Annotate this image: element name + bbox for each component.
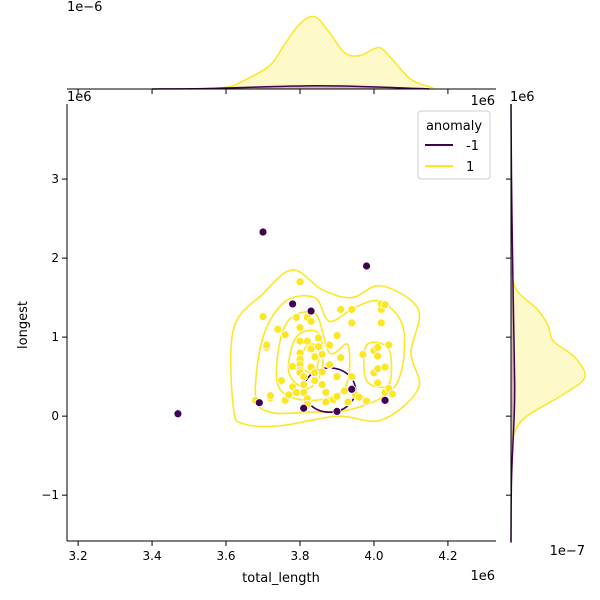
point-1-45 bbox=[332, 391, 342, 401]
point-1-34 bbox=[310, 376, 320, 385]
point-1-37 bbox=[317, 350, 327, 359]
point-1-36 bbox=[314, 342, 323, 352]
point-neg1-2 bbox=[258, 227, 268, 237]
x-axis-label: total_length bbox=[242, 571, 320, 586]
point-neg1-1 bbox=[254, 398, 264, 408]
point-1-10 bbox=[288, 361, 297, 371]
point-1-70 bbox=[380, 300, 390, 310]
point-neg1-5 bbox=[362, 261, 371, 271]
point-1-22 bbox=[299, 372, 309, 382]
right-marginal-kde bbox=[510, 103, 586, 543]
point-neg1-0 bbox=[173, 409, 183, 419]
x-tick-label-4: 4.0 bbox=[364, 549, 383, 563]
point-1-68 bbox=[380, 362, 390, 372]
point-1-38 bbox=[317, 367, 327, 377]
y-axis-label: longest bbox=[16, 301, 31, 349]
top-marginal-1-line bbox=[189, 15, 434, 90]
point-1-41 bbox=[321, 397, 331, 407]
point-1-5 bbox=[273, 324, 283, 334]
legend: anomaly -1 1 bbox=[417, 110, 491, 180]
y-tick-label-3: 2 bbox=[51, 251, 59, 265]
point-1-53 bbox=[347, 318, 357, 328]
point-1-48 bbox=[336, 353, 346, 363]
point-1-40 bbox=[321, 388, 331, 397]
point-1-7 bbox=[280, 330, 290, 340]
top-marginal-x-multiplier: 1e6 bbox=[470, 94, 495, 109]
point-1-6 bbox=[277, 376, 286, 385]
point-1-13 bbox=[291, 312, 301, 322]
point-1-52 bbox=[347, 305, 357, 314]
legend-title: anomaly bbox=[426, 119, 482, 134]
point-1-61 bbox=[373, 378, 383, 388]
point-1-43 bbox=[325, 360, 334, 370]
top-marginal-multiplier: 1e−6 bbox=[67, 0, 102, 15]
point-1-56 bbox=[358, 350, 368, 359]
point-1-33 bbox=[310, 368, 320, 378]
point-1-0 bbox=[258, 312, 268, 321]
point-neg1-8 bbox=[347, 384, 357, 394]
point-1-50 bbox=[339, 386, 349, 396]
x-tick-label-5: 4.2 bbox=[438, 549, 457, 563]
point-1-51 bbox=[343, 397, 353, 407]
point-1-73 bbox=[266, 391, 275, 400]
legend-frame bbox=[417, 110, 491, 180]
point-1-9 bbox=[284, 390, 294, 400]
point-1-23 bbox=[299, 380, 309, 389]
point-1-49 bbox=[336, 305, 346, 314]
axes: 3.2 3.4 3.6 3.8 4.0 4.2 −1 0 1 2 3 bbox=[41, 89, 511, 563]
point-1-57 bbox=[362, 396, 371, 406]
y-tick-label-0: −1 bbox=[41, 488, 59, 502]
legend-label-neg1: -1 bbox=[466, 139, 479, 154]
point-1-72 bbox=[388, 389, 397, 399]
top-marginal-kde bbox=[67, 15, 496, 90]
kde-contour-1-level-3 bbox=[287, 329, 324, 390]
kde-contour-1-level-0 bbox=[229, 269, 421, 428]
x-tick-label-1: 3.4 bbox=[143, 549, 162, 563]
y-axis-multiplier: 1e6 bbox=[67, 90, 92, 105]
point-1-60 bbox=[373, 364, 383, 374]
point-1-28 bbox=[302, 336, 312, 346]
point-1-30 bbox=[306, 316, 316, 326]
point-1-74 bbox=[347, 372, 357, 382]
point-1-16 bbox=[295, 336, 305, 346]
point-1-32 bbox=[310, 352, 320, 362]
point-neg1-9 bbox=[380, 395, 390, 405]
point-1-47 bbox=[332, 372, 342, 382]
point-1-35 bbox=[314, 333, 323, 343]
y-tick-label-2: 1 bbox=[51, 330, 59, 344]
point-1-2 bbox=[262, 340, 272, 350]
right-marginal-1-line bbox=[510, 265, 586, 452]
point-neg1-3 bbox=[288, 299, 297, 309]
point-neg1-7 bbox=[332, 407, 342, 416]
right-marginal-neg1-line bbox=[510, 103, 516, 543]
right-marginal-1-fill bbox=[511, 265, 586, 452]
right-marginal-multiplier: 1e−7 bbox=[550, 544, 585, 559]
point-neg1-6 bbox=[299, 403, 309, 413]
point-1-66 bbox=[376, 318, 386, 328]
point-1-39 bbox=[317, 380, 327, 389]
point-1-42 bbox=[325, 340, 334, 350]
right-marginal-y-multiplier: 1e6 bbox=[510, 90, 535, 105]
point-1-69 bbox=[384, 340, 394, 350]
x-tick-label-0: 3.2 bbox=[69, 549, 88, 563]
y-tick-label-1: 0 bbox=[51, 409, 59, 423]
x-axis-multiplier: 1e6 bbox=[470, 569, 495, 584]
scatter-points bbox=[173, 227, 397, 419]
x-tick-label-3: 3.8 bbox=[290, 549, 309, 563]
point-1-46 bbox=[332, 331, 342, 340]
point-1-14 bbox=[295, 277, 305, 287]
point-neg1-4 bbox=[306, 306, 316, 316]
point-1-62 bbox=[373, 351, 383, 361]
y-tick-label-4: 3 bbox=[51, 172, 59, 186]
point-1-29 bbox=[306, 344, 316, 354]
point-1-63 bbox=[373, 342, 383, 352]
top-marginal-1-fill bbox=[189, 16, 434, 89]
legend-label-1: 1 bbox=[466, 160, 474, 175]
point-1-55 bbox=[354, 392, 364, 402]
x-tick-label-2: 3.6 bbox=[216, 549, 235, 563]
point-1-12 bbox=[291, 388, 301, 397]
point-1-15 bbox=[295, 323, 305, 333]
